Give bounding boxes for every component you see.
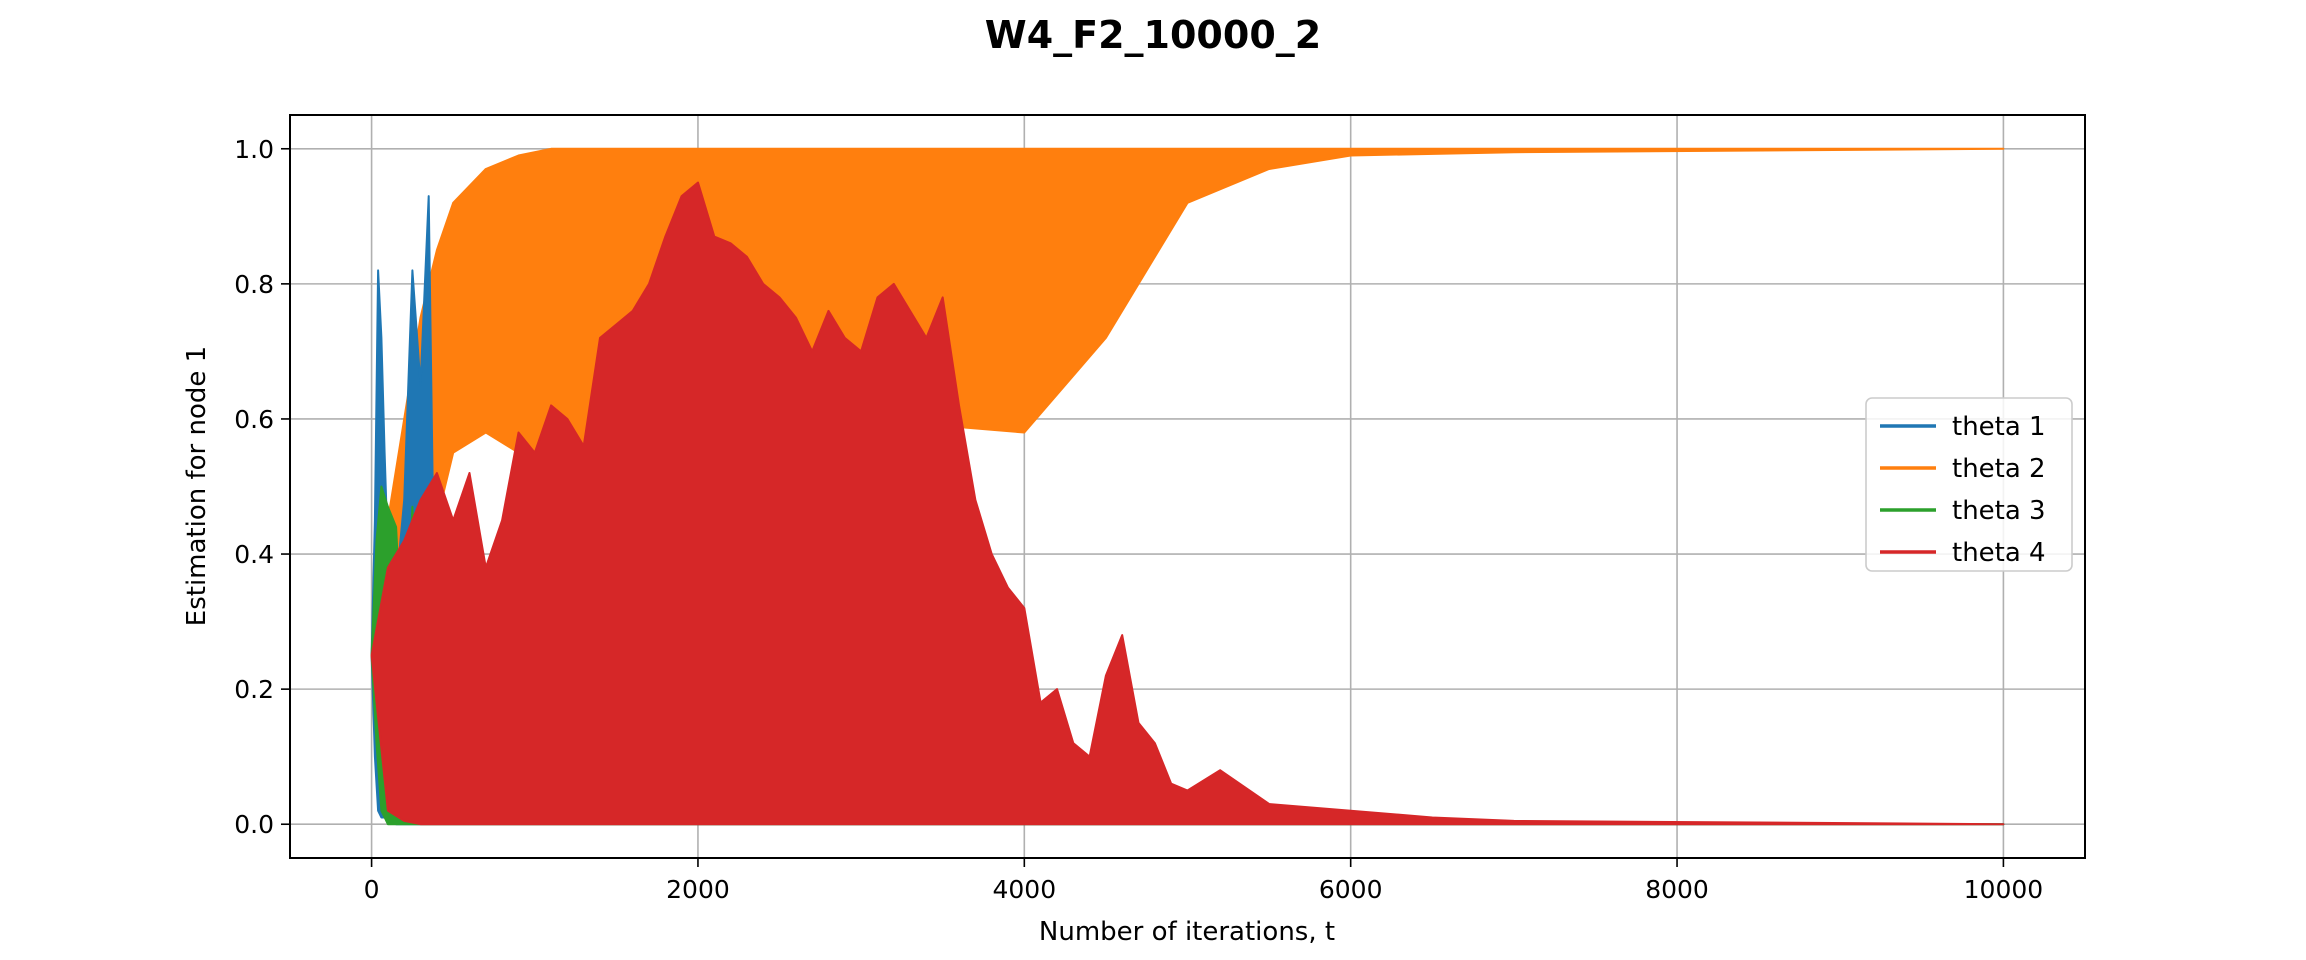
legend-label-theta-2: theta 2 <box>1952 454 2046 484</box>
x-tick-label: 2000 <box>666 875 730 904</box>
axis-ticks: 0 2000 4000 6000 8000 10000 0.0 0.2 0.4 0.6 0.8 1.0 <box>234 135 2043 904</box>
y-tick-label: 1.0 <box>234 135 274 164</box>
y-tick-label: 0.4 <box>234 540 274 569</box>
legend-box <box>1865 397 2073 572</box>
x-tick-label: 8000 <box>1645 875 1709 904</box>
y-tick-label: 0.2 <box>234 675 274 704</box>
plot-frame <box>289 114 2086 859</box>
x-tick-label: 6000 <box>1319 875 1383 904</box>
legend-label-theta-4: theta 4 <box>1952 538 2046 568</box>
legend-label-theta-3: theta 3 <box>1952 496 2046 526</box>
series-layer <box>370 147 2005 826</box>
y-tick-label: 0.6 <box>234 405 274 434</box>
legend: theta 1 theta 2 theta 3 theta 4 <box>1865 397 2073 572</box>
y-tick-label: 0.0 <box>234 810 274 839</box>
chart-title: W4_F2_10000_2 <box>985 13 1321 57</box>
series-theta-4-band <box>370 181 2005 826</box>
y-tick-label: 0.8 <box>234 270 274 299</box>
x-axis-label: Number of iterations, t <box>1039 917 1335 947</box>
series-theta-2-band <box>370 147 2005 657</box>
x-tick-label: 0 <box>364 875 380 904</box>
y-axis-label: Estimation for node 1 <box>182 346 212 626</box>
x-tick-label: 10000 <box>1964 875 2044 904</box>
legend-label-theta-1: theta 1 <box>1952 412 2046 442</box>
x-tick-label: 4000 <box>993 875 1057 904</box>
